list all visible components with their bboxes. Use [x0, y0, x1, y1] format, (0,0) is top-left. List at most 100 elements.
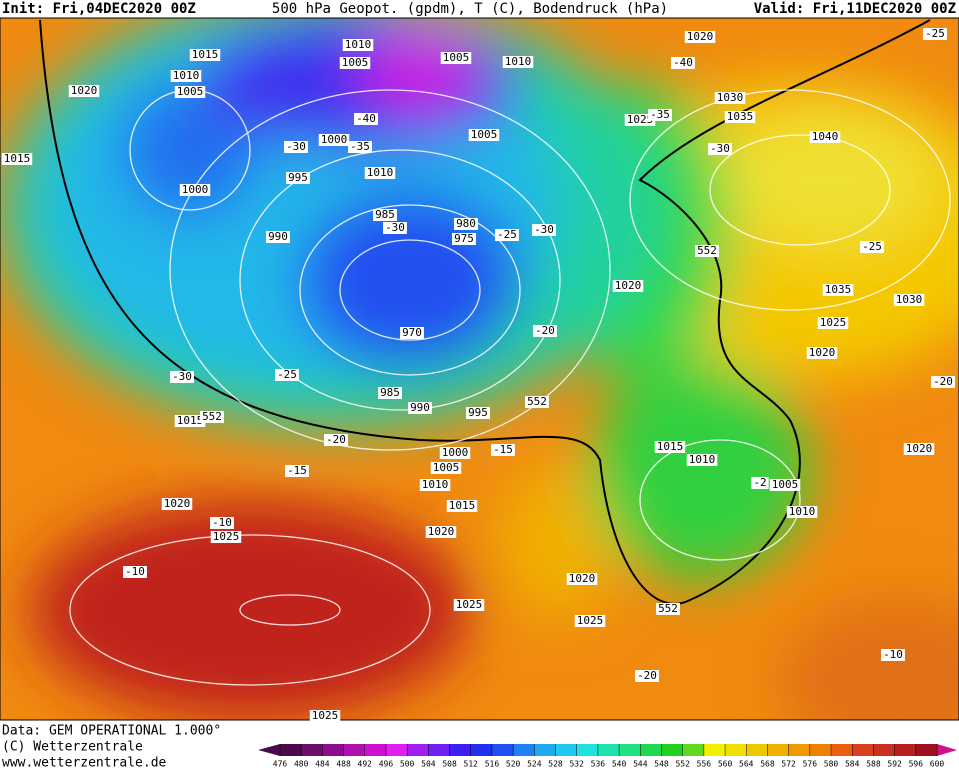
colorbar-cell: [513, 744, 535, 756]
contour-label: 1005: [174, 85, 206, 98]
contour-label-text: 1020: [71, 84, 98, 97]
contour-label-text: 1010: [345, 38, 372, 51]
colorbar-tick-label: 512: [464, 760, 479, 769]
contour-label-text: -40: [356, 112, 376, 125]
contour-label: 1035: [724, 110, 756, 123]
contour-label-text: -15: [493, 443, 513, 456]
contour-label: 1005: [440, 51, 472, 64]
contour-label-text: 1005: [471, 128, 498, 141]
contour-label-text: -35: [350, 140, 370, 153]
contour-label-text: 990: [410, 401, 430, 414]
contour-label-box: [714, 92, 746, 104]
contour-label: 1025: [624, 113, 656, 126]
contour-label-text: 1005: [342, 56, 369, 69]
contour-label-box: [339, 57, 371, 69]
contour-label: -25: [495, 228, 519, 241]
contour-label-text: -20: [637, 669, 657, 682]
contour-label-box: [179, 184, 211, 196]
colorbar-tick-label: 552: [675, 760, 690, 769]
contour-label-box: [495, 229, 519, 241]
contour-label: 1010: [170, 69, 202, 82]
colorbar-tick-label: 588: [866, 760, 881, 769]
contour-label-text: 1020: [615, 279, 642, 292]
contour-label: 1005: [430, 461, 462, 474]
contour-label-text: 1035: [825, 283, 852, 296]
contour-label: 1010: [786, 505, 818, 518]
contour-label-box: [931, 376, 955, 388]
colorbar-tick-label: 508: [442, 760, 457, 769]
contour-label-text: 1020: [809, 346, 836, 359]
colorbar-tick-label: 516: [485, 760, 500, 769]
contour-label-text: 975: [454, 232, 474, 245]
colorbar-tick-label: 592: [887, 760, 902, 769]
colorbar-cell: [280, 744, 302, 756]
contour-label-box: [566, 573, 598, 585]
contour-label-box: [123, 566, 147, 578]
contour-label-box: [822, 284, 854, 296]
colorbar-tick-label: 476: [273, 760, 288, 769]
contour-label-box: [400, 327, 424, 339]
colorbar-cell: [661, 744, 684, 756]
colorbar-tick-label: 536: [591, 760, 606, 769]
contour-label: 1020: [903, 442, 935, 455]
contour-label-box: [373, 209, 397, 221]
contour-label: 1020: [68, 84, 100, 97]
contour-label: 1020: [806, 346, 838, 359]
colorbar-tick-label: 572: [781, 760, 796, 769]
colorbar-cell: [894, 744, 917, 756]
contour-label-box: [354, 113, 378, 125]
contour-label-text: 1000: [182, 183, 209, 196]
contour-label-box: [161, 498, 193, 510]
contour-label-box: [453, 599, 485, 611]
contour-label-text: 1025: [456, 598, 483, 611]
contour-label-box: [286, 172, 310, 184]
contour-label-text: -10: [125, 565, 145, 578]
colorbar-cell: [915, 744, 938, 756]
contour-label: 1015: [1, 152, 33, 165]
contour-label-box: [408, 402, 432, 414]
contour-label: 1010: [502, 55, 534, 68]
contour-label-box: [684, 31, 716, 43]
colorbar-cell: [852, 744, 874, 756]
colorbar-cell: [788, 744, 811, 756]
contour-label: 1020: [612, 279, 644, 292]
contour-label-box: [285, 465, 309, 477]
contour-label-text: 1015: [177, 414, 204, 427]
contour-label-text: 1015: [657, 440, 684, 453]
contour-label: 1000: [439, 446, 471, 459]
contour-label: 975: [452, 232, 476, 245]
colorbar-tick-label: 492: [358, 760, 373, 769]
contour-label-text: 1020: [569, 572, 596, 585]
contour-label-box: [612, 280, 644, 292]
colorbar-cell: [470, 744, 493, 756]
contour-label: -10: [123, 565, 147, 578]
contour-label-text: 1010: [367, 166, 394, 179]
contour-label-box: [364, 167, 396, 179]
contour-label: 1030: [714, 91, 746, 104]
contour-label-box: [903, 443, 935, 455]
contour-label-box: [439, 447, 471, 459]
data-source: Data: GEM OPERATIONAL 1.000°: [2, 724, 221, 739]
colorbar-cell: [831, 744, 853, 756]
contour-label-text: 985: [375, 208, 395, 221]
contour-label-text: -40: [673, 56, 693, 69]
contour-label-text: 552: [697, 244, 717, 257]
contour-label-text: -25: [277, 368, 297, 381]
contour-label: -35: [648, 108, 672, 121]
contour-label-text: 1030: [896, 293, 923, 306]
contour-label-text: 1040: [812, 130, 839, 143]
contour-label: 552: [200, 410, 224, 423]
contour-label: 970: [400, 326, 424, 339]
contour-label-text: -35: [650, 108, 670, 121]
colorbar-cell: [576, 744, 599, 756]
colorbar-tick-label: 540: [612, 760, 627, 769]
contour-label: -10: [210, 516, 234, 529]
contour-label-text: 995: [468, 406, 488, 419]
contour-label-text: 1000: [442, 446, 469, 459]
contour-label-text: 1020: [428, 525, 455, 538]
contour-label: 985: [373, 208, 397, 221]
contour-label-text: 1020: [906, 442, 933, 455]
contour-label-box: [275, 369, 299, 381]
contour-label: 1005: [769, 478, 801, 491]
colorbar-cell: [555, 744, 578, 756]
